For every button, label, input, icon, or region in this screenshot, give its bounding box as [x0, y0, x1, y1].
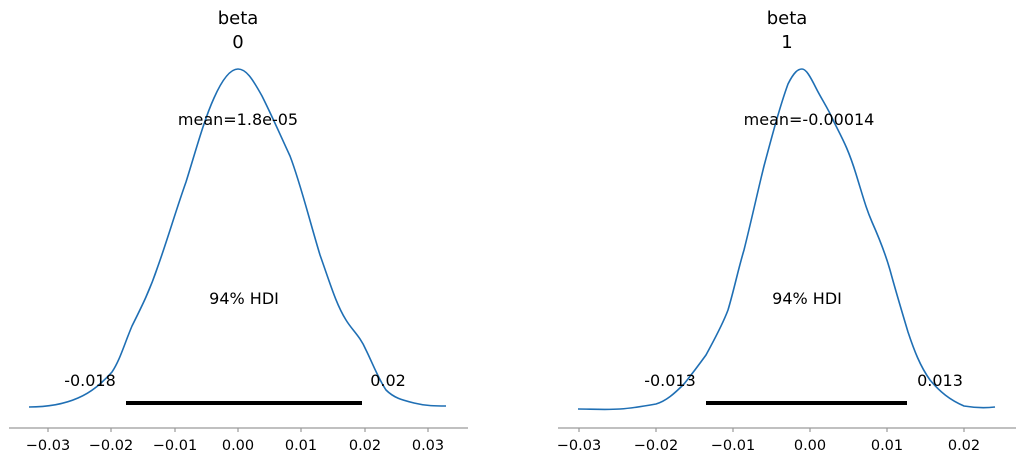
x-tick-label: 0.02 [948, 438, 980, 454]
hdi-high-label: 0.013 [917, 371, 963, 390]
hdi-low-label: -0.013 [644, 371, 696, 390]
mean-annotation: mean=1.8e-05 [178, 110, 298, 129]
x-tick-label: 0.02 [349, 438, 381, 454]
x-tick-label: −0.01 [153, 438, 197, 454]
hdi-high-label: 0.02 [370, 371, 406, 390]
hdi-label: 94% HDI [209, 289, 279, 308]
x-tick-label: 0.00 [222, 438, 254, 454]
x-tick-label: 0.01 [871, 438, 903, 454]
x-tick-label: 0.03 [412, 438, 444, 454]
mean-annotation: mean=-0.00014 [744, 110, 875, 129]
panel-title-line-2: 1 [781, 32, 792, 53]
panel-title-line-2: 0 [232, 32, 243, 53]
hdi-label: 94% HDI [772, 289, 842, 308]
panel-title-line-1: beta [767, 8, 808, 29]
x-tick-label: 0.01 [285, 438, 317, 454]
x-axis: −0.03 −0.02 −0.01 0.00 0.01 0.02 [557, 427, 1016, 454]
x-tick-label: −0.01 [711, 438, 755, 454]
panel-title-line-1: beta [218, 8, 259, 29]
x-tick-label: −0.02 [89, 438, 133, 454]
x-axis: −0.03 −0.02 −0.01 0.00 0.01 0.02 0.03 [9, 427, 468, 454]
x-tick-label: −0.02 [634, 438, 678, 454]
posterior-panel-beta-1: beta 1 mean=-0.00014 94% HDI -0.013 0.01… [557, 8, 1016, 454]
posterior-panel-beta-0: beta 0 mean=1.8e-05 94% HDI -0.018 0.02 … [9, 8, 468, 454]
density-curve [28, 68, 447, 408]
density-curve [577, 68, 996, 411]
hdi-low-label: -0.018 [64, 371, 116, 390]
x-tick-label: −0.03 [26, 438, 70, 454]
x-tick-label: 0.00 [794, 438, 826, 454]
x-tick-label: −0.03 [557, 438, 601, 454]
